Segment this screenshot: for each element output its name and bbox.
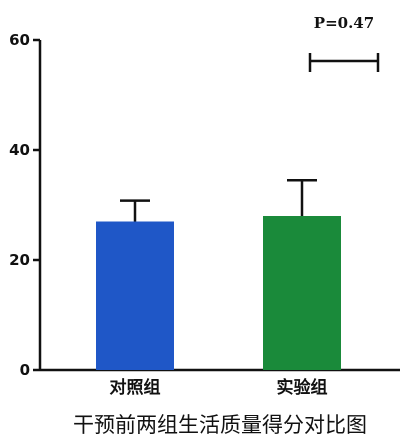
category-label: 对照组	[110, 377, 161, 398]
y-tick-label: 0	[20, 361, 30, 379]
y-tick-label: 60	[9, 31, 30, 49]
category-label: 实验组	[277, 377, 328, 398]
p-value-label: P=0.47	[314, 14, 374, 32]
bar	[263, 216, 341, 370]
significance-bracket: P=0.47	[308, 14, 380, 72]
y-axis: 0 20 40 60	[9, 31, 42, 379]
bar	[96, 221, 174, 370]
y-tick-label: 40	[9, 141, 30, 159]
chart-title: 干预前两组生活质量得分对比图	[73, 413, 367, 437]
y-tick-label: 20	[9, 251, 30, 269]
